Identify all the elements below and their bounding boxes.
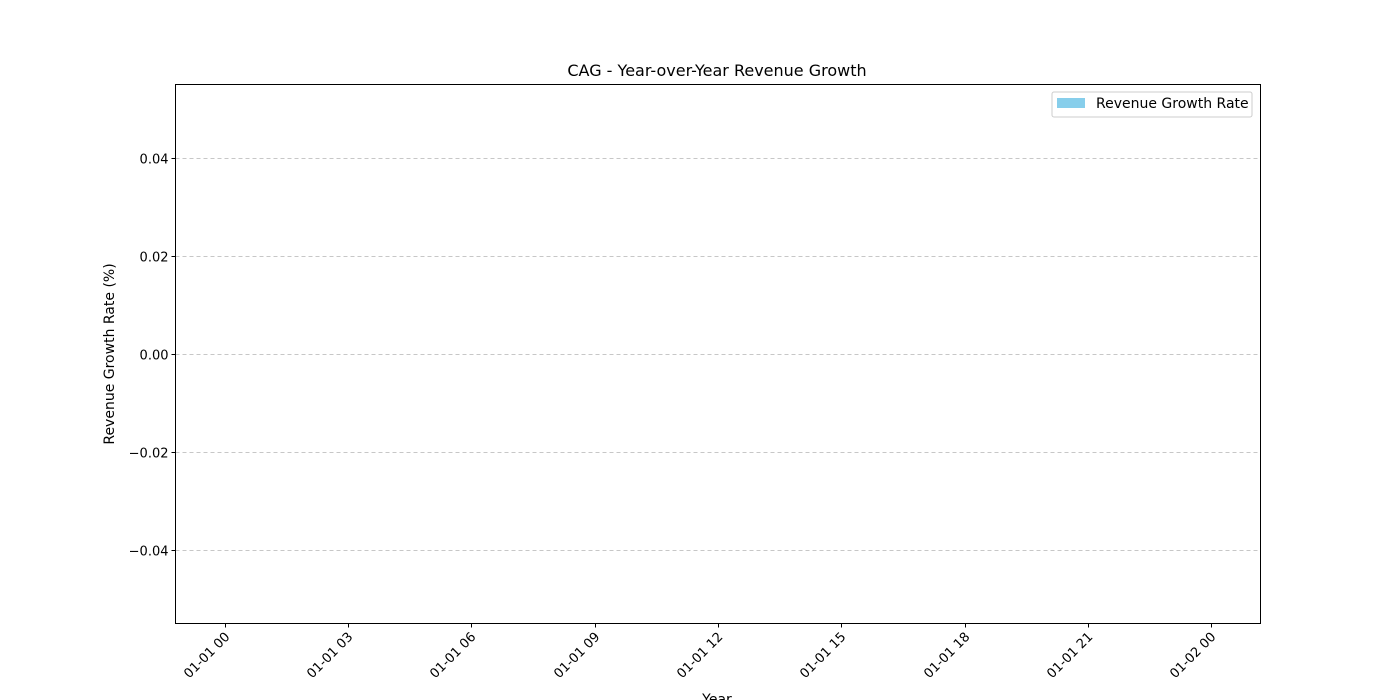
x-tick-label: 01-01 06 — [427, 630, 479, 682]
x-tick-label: 01-01 18 — [921, 630, 973, 682]
x-tick-label: 01-01 21 — [1044, 630, 1096, 682]
legend-label: Revenue Growth Rate — [1096, 96, 1249, 112]
grid-lines — [175, 158, 1261, 551]
x-tick-label: 01-01 09 — [551, 630, 603, 682]
y-tick-label: 0.00 — [140, 349, 169, 364]
x-tick-label: 01-02 00 — [1167, 630, 1219, 682]
y-axis-ticks: 0.04 0.02 0.00 −0.02 −0.04 — [129, 153, 176, 560]
x-tick-label: 01-01 03 — [304, 630, 356, 682]
x-tick-label: 01-01 15 — [797, 630, 849, 682]
y-tick-label: −0.04 — [129, 545, 169, 560]
legend-box — [1051, 91, 1253, 118]
y-tick-label: −0.02 — [129, 447, 169, 462]
y-axis-label: Revenue Growth Rate (%) — [102, 263, 118, 444]
x-tick-label: 01-01 00 — [181, 630, 233, 682]
legend: Revenue Growth Rate — [1051, 91, 1253, 118]
chart-title: CAG - Year-over-Year Revenue Growth — [567, 61, 866, 80]
legend-swatch — [1057, 98, 1085, 108]
y-tick-label: 0.02 — [140, 251, 169, 266]
x-axis-label: Year — [701, 692, 732, 700]
y-tick-label: 0.04 — [140, 153, 169, 168]
x-tick-label: 01-01 12 — [674, 630, 726, 682]
x-axis-ticks: 01-01 00 01-01 03 01-01 06 01-01 09 01-01 12… — [181, 623, 1219, 682]
